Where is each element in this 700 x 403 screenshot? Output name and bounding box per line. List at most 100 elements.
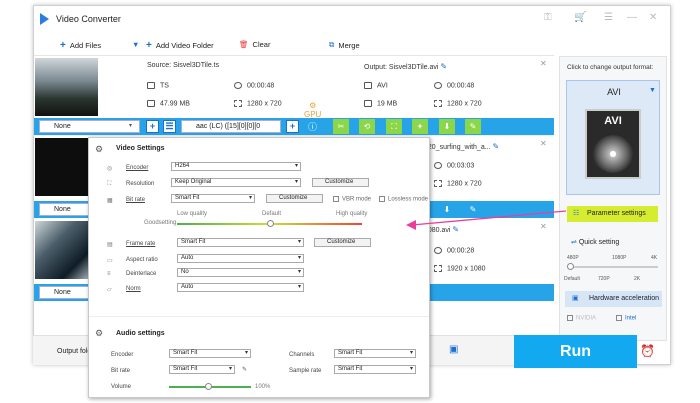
default-label: Default — [262, 211, 282, 217]
parameter-settings-button[interactable]: ☷ Parameter settings — [567, 206, 658, 222]
output-resolution: 1280 x 720 — [434, 180, 482, 187]
bitrate-select[interactable]: Smart Fit — [171, 194, 255, 203]
edit-icon[interactable]: ✎ — [452, 225, 460, 234]
subtitle-select[interactable]: None — [39, 120, 140, 133]
divider — [89, 316, 429, 317]
trim-icon[interactable]: ✂ — [333, 119, 349, 134]
avi-disc-icon: AVI — [585, 109, 641, 179]
click-to-change-label: Click to change output format: — [567, 64, 654, 71]
volume-label: Volume — [111, 384, 132, 390]
hardware-acceleration[interactable]: ▣ Hardware acceleration — [565, 291, 662, 307]
add-files-dropdown-icon[interactable]: ▼ — [132, 40, 140, 49]
merge-button[interactable]: ⧉ Merge — [329, 40, 360, 50]
output-resolution: 1280 x 720 — [434, 100, 482, 107]
output-format-selector[interactable]: AVI ▼ AVI — [566, 80, 660, 195]
menu-icon[interactable]: ☰ — [604, 12, 613, 23]
bitrate-label: Bit rate — [126, 197, 146, 203]
video-thumbnail[interactable] — [35, 138, 98, 196]
output-duration: 00:00:48 — [434, 82, 474, 89]
volume-knob[interactable] — [205, 383, 212, 390]
video-thumbnail[interactable] — [35, 221, 98, 279]
subtitle-edit-icon[interactable]: ✎ — [469, 205, 477, 214]
video-settings-icon: ⚙ — [95, 144, 104, 154]
resolution-customize-button[interactable]: Customize — [312, 178, 369, 187]
output-name: Output: Sisvel3DTile.avi ✎ — [364, 62, 448, 71]
run-button[interactable]: Run — [514, 335, 637, 368]
subtitle-edit-icon[interactable]: ✎ — [465, 119, 481, 134]
quick-setting-slider[interactable] — [570, 266, 658, 268]
key-icon[interactable]: ⚿ — [544, 12, 552, 23]
rotate-icon[interactable]: ⟲ — [359, 119, 375, 134]
add-subtitle-button[interactable]: + — [146, 120, 159, 133]
channels-label: Channels — [289, 352, 315, 358]
add-folder-button[interactable]: + Add Video Folder — [146, 40, 214, 51]
audio-bitrate-select[interactable]: Smart Fit — [169, 365, 235, 374]
open-folder-icon[interactable]: ▣ — [449, 344, 459, 355]
minimize-icon[interactable]: — — [627, 12, 637, 23]
disc-text: AVI — [604, 115, 622, 127]
output-duration: 00:03:03 — [434, 162, 474, 169]
close-window-icon[interactable]: ✕ — [649, 12, 658, 23]
encoder-label: Encoder — [126, 165, 149, 171]
edit-icon[interactable]: ✎ — [492, 142, 500, 151]
add-subtitle-list-button[interactable]: ☰ — [163, 120, 176, 133]
subtitle-select[interactable]: None — [39, 286, 89, 299]
remove-file-icon[interactable]: ✕ — [540, 59, 547, 68]
clear-label: Clear — [252, 40, 271, 49]
add-files-button[interactable]: + Add Files — [60, 40, 101, 51]
resolution-select[interactable]: Keep Original — [171, 178, 301, 187]
remove-file-icon[interactable]: ✕ — [540, 222, 547, 231]
deinterlace-label: Deinterlace — [126, 271, 157, 277]
tick-720p: 720P — [598, 276, 610, 282]
channels-select[interactable]: Smart Fit — [334, 349, 416, 358]
edit-icon[interactable]: ✎ — [440, 62, 448, 71]
intel-chip[interactable]: Intel — [616, 315, 636, 322]
bitrate-customize-button[interactable]: Customize — [266, 194, 323, 203]
volume-value: 100% — [255, 384, 271, 390]
add-audio-button[interactable]: + — [286, 120, 299, 133]
merge-label: Merge — [338, 40, 360, 50]
framerate-select[interactable]: Smart Fit — [177, 238, 304, 247]
framerate-customize-button[interactable]: Customize — [314, 238, 371, 247]
watermark-icon[interactable]: ⬇ — [439, 119, 455, 134]
cart-icon[interactable]: 🛒 — [574, 12, 587, 23]
framerate-icon: ▤ — [107, 242, 113, 248]
vbr-mode-checkbox[interactable]: VBR mode — [333, 196, 371, 203]
crop-icon[interactable]: ⛶ — [386, 119, 402, 134]
nvidia-chip[interactable]: NVIDIA — [567, 315, 596, 322]
quality-knob[interactable] — [267, 220, 274, 227]
quick-setting-knob[interactable] — [567, 263, 574, 270]
alarm-icon[interactable]: ⏰ — [640, 344, 655, 358]
chevron-down-icon: ▾ — [129, 123, 133, 129]
window-title: Video Converter — [56, 14, 121, 24]
audio-encoder-select[interactable]: Smart Fit — [169, 349, 251, 358]
output-name: 1080.avi ✎ — [424, 225, 460, 234]
file-row: 720_surfing_with_a... ✎ 00:03:03 1280 x … — [34, 136, 554, 216]
effect-icon[interactable]: ✦ — [412, 119, 428, 134]
format-label: AVI — [607, 87, 621, 97]
watermark-icon[interactable]: ⬇ — [443, 205, 451, 214]
sample-rate-select[interactable]: Smart Fit — [334, 365, 416, 374]
audio-settings-heading: Audio settings — [116, 330, 165, 337]
hardware-acceleration-label: Hardware acceleration — [589, 295, 660, 302]
deinterlace-select[interactable]: No — [177, 268, 304, 277]
video-thumbnail[interactable] — [35, 58, 98, 116]
norm-icon: ▱ — [107, 287, 112, 293]
norm-select[interactable]: Auto — [177, 283, 304, 292]
audio-bitrate-edit-icon[interactable]: ✎ — [242, 367, 248, 373]
remove-file-icon[interactable]: ✕ — [540, 139, 547, 148]
framerate-label: Frame rate — [126, 241, 156, 247]
source-name: Source: Sisvel3DTile.ts — [147, 62, 220, 69]
subtitle-select[interactable]: None — [39, 203, 89, 216]
audio-track-select[interactable]: aac (LC) ([15][0][0][0 — [181, 120, 281, 133]
aspect-select[interactable]: Auto — [177, 254, 304, 263]
output-duration: 00:00:28 — [434, 247, 474, 254]
clear-button[interactable]: 🗑 Clear — [239, 40, 270, 49]
parameter-settings-dialog: ⚙ Video Settings ◎ Encoder H264 ⛶ Resolu… — [88, 137, 430, 398]
audio-encoder-label: Encoder — [111, 352, 134, 358]
source-resolution: 1280 x 720 — [234, 100, 282, 107]
encoder-select[interactable]: H264 — [171, 162, 301, 171]
lossless-mode-checkbox[interactable]: Lossless mode — [379, 196, 428, 203]
quick-setting-icon: ⇌ — [571, 239, 577, 246]
info-icon[interactable]: ⓘ — [308, 122, 318, 132]
